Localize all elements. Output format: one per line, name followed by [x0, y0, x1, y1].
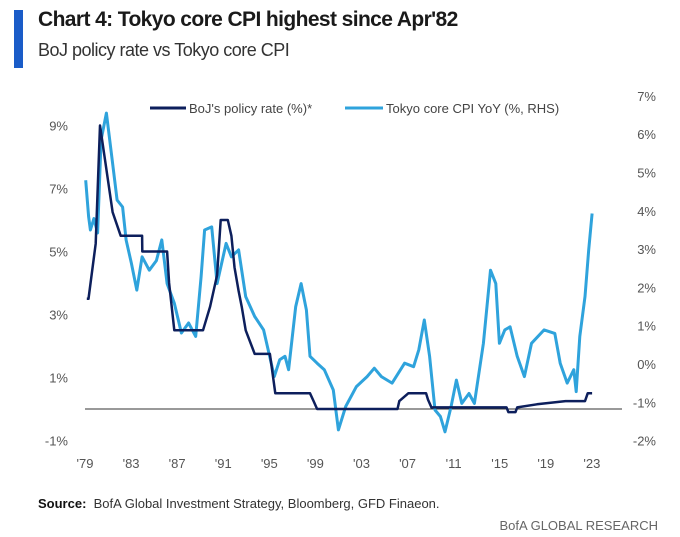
chart-title: Chart 4: Tokyo core CPI highest since Ap…	[38, 8, 458, 31]
x-tick-label: '03	[353, 456, 370, 471]
left-tick-label: 7%	[49, 182, 68, 197]
x-tick-label: '99	[307, 456, 324, 471]
left-tick-label: -1%	[45, 434, 69, 449]
right-tick-label: -1%	[633, 395, 657, 410]
x-tick-label: '79	[77, 456, 94, 471]
x-tick-label: '07	[399, 456, 416, 471]
x-axis-ticks: '79 '83 '87 '91 '95 '99 '03 '07 '11 '15 '19 '23	[77, 456, 601, 471]
right-tick-label: 6%	[637, 127, 656, 142]
x-tick-label: '23	[583, 456, 600, 471]
x-tick-label: '19	[537, 456, 554, 471]
source-note: Source: BofA Global Investment Strategy,…	[38, 496, 440, 511]
right-tick-label: 7%	[637, 89, 656, 104]
x-tick-label: '11	[446, 456, 462, 471]
right-tick-label: 3%	[637, 242, 656, 257]
brand-footer: BofA GLOBAL RESEARCH	[499, 518, 658, 533]
legend-label-boj: BoJ's policy rate (%)*	[189, 101, 312, 116]
x-tick-label: '87	[169, 456, 186, 471]
x-tick-label: '83	[123, 456, 140, 471]
x-tick-label: '15	[491, 456, 508, 471]
left-axis-ticks: 9% 7% 5% 3% 1% -1%	[45, 119, 69, 449]
legend: BoJ's policy rate (%)* Tokyo core CPI Yo…	[150, 101, 559, 116]
title-accent-bar	[14, 10, 23, 68]
right-tick-label: -2%	[633, 434, 657, 449]
right-tick-label: 2%	[637, 280, 656, 295]
right-axis-ticks: 7% 6% 5% 4% 3% 2% 1% 0% -1% -2%	[633, 89, 657, 449]
right-tick-label: 4%	[637, 204, 656, 219]
tokyo-core-cpi-line	[84, 111, 594, 434]
right-tick-label: 1%	[637, 319, 656, 334]
left-tick-label: 3%	[49, 308, 68, 323]
right-tick-label: 5%	[637, 166, 656, 181]
left-tick-label: 9%	[49, 119, 68, 134]
source-label: Source:	[38, 496, 87, 511]
right-tick-label: 0%	[637, 357, 656, 372]
legend-label-cpi: Tokyo core CPI YoY (%, RHS)	[386, 101, 559, 116]
source-text: BofA Global Investment Strategy, Bloombe…	[93, 496, 440, 511]
boj-policy-rate-line	[86, 124, 593, 414]
chart-subtitle: BoJ policy rate vs Tokyo core CPI	[38, 40, 290, 60]
x-tick-label: '91	[215, 456, 232, 471]
left-tick-label: 5%	[49, 245, 68, 260]
x-tick-label: '95	[261, 456, 278, 471]
left-tick-label: 1%	[49, 371, 68, 386]
series-lines	[84, 111, 594, 434]
